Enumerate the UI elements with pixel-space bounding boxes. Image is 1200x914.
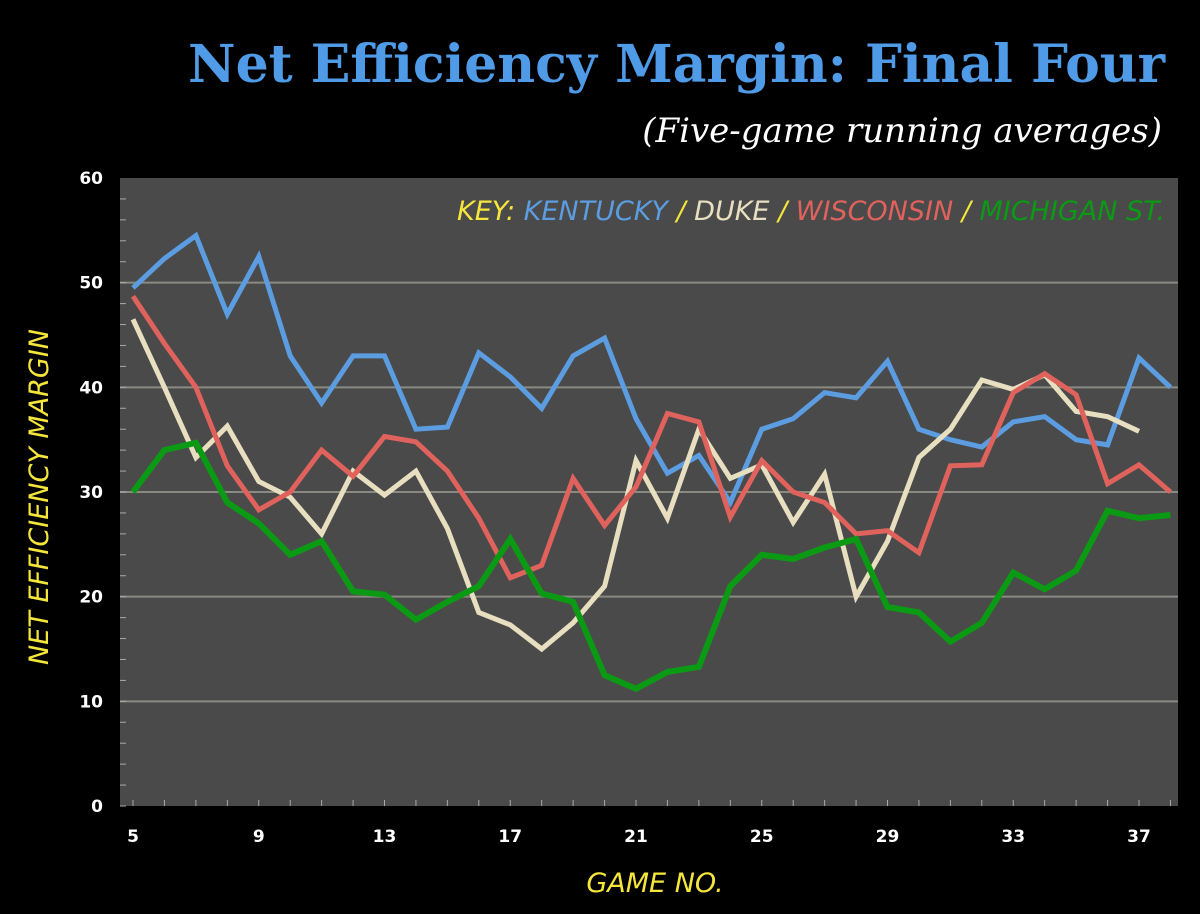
legend-entry: MICHIGAN ST. [979, 196, 1165, 227]
series-line-duke [130, 318, 1141, 653]
y-tick-label: 30 [79, 483, 103, 503]
y-tick-label: 20 [79, 588, 103, 608]
legend: KEY: KENTUCKY / DUKE / WISCONSIN / MICHI… [457, 196, 1165, 227]
x-tick-label: 29 [876, 827, 900, 847]
series-line-wisconsin [130, 294, 1173, 581]
x-tick-label: 13 [373, 827, 397, 847]
x-tick-label: 17 [498, 827, 522, 847]
legend-separator: / [770, 196, 796, 227]
legend-entry: WISCONSIN [796, 196, 953, 227]
x-tick-label: 37 [1127, 827, 1151, 847]
y-tick-label: 0 [91, 797, 103, 817]
y-tick-label: 60 [79, 169, 103, 189]
x-tick-label: 33 [1001, 827, 1025, 847]
legend-entry: KENTUCKY [524, 196, 671, 227]
x-tick-label: 9 [253, 827, 265, 847]
y-axis-title: NET EFFICIENCY MARGIN [24, 329, 55, 665]
y-tick-label: 50 [79, 274, 103, 294]
x-tick-label: 21 [624, 827, 648, 847]
x-tick-label: 25 [750, 827, 774, 847]
legend-separator: / [668, 196, 694, 227]
x-axis-title: GAME NO. [586, 868, 723, 899]
y-tick-label: 40 [79, 378, 103, 398]
legend-key-label: KEY: [457, 196, 524, 227]
series-line-michigan-st [130, 439, 1171, 693]
y-tick-label: 10 [79, 692, 103, 712]
x-tick-label: 5 [127, 827, 139, 847]
chart-subtitle: (Five-game running averages) [642, 111, 1162, 151]
chart-title: Net Efficiency Margin: Final Four [188, 34, 1166, 95]
legend-separator: / [953, 196, 979, 227]
legend-entry: DUKE [694, 196, 769, 227]
